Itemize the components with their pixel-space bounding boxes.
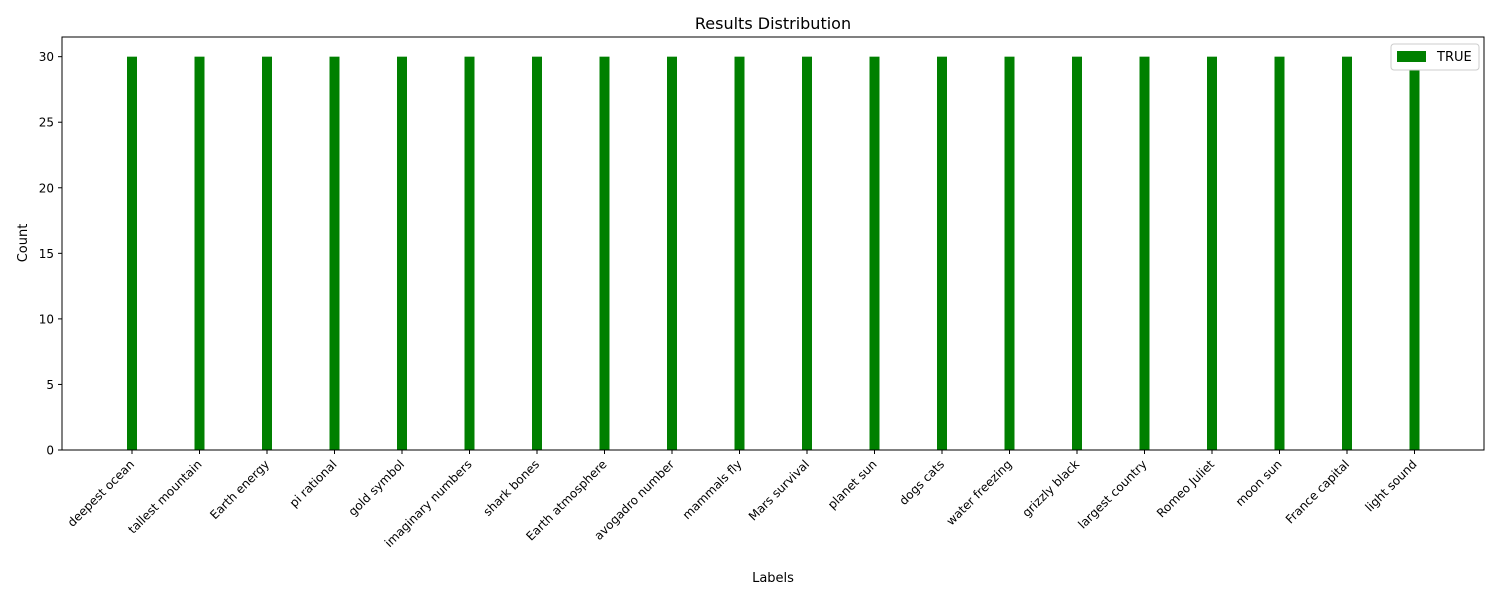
legend-swatch xyxy=(1397,51,1426,62)
bar xyxy=(599,56,610,451)
bar xyxy=(1207,56,1217,451)
plot-frame xyxy=(61,36,1485,451)
x-tick-label: shark bones xyxy=(481,457,543,519)
bar xyxy=(464,56,475,451)
bar xyxy=(1342,56,1352,451)
x-tick-label: light sound xyxy=(1362,457,1419,514)
x-axis-label: Labels xyxy=(752,571,794,586)
y-axis-label: Count xyxy=(16,224,31,263)
x-tick-label: pi rational xyxy=(287,457,340,510)
y-tick-label: 30 xyxy=(39,50,54,64)
bar xyxy=(1274,56,1285,451)
x-tick-label: planet sun xyxy=(825,457,880,512)
x-tick-label: dogs cats xyxy=(897,457,948,508)
bar xyxy=(1072,56,1082,451)
bar xyxy=(1004,56,1015,451)
bar xyxy=(734,56,745,451)
bar xyxy=(127,56,137,451)
x-tick-label: mammals fly xyxy=(680,457,745,522)
y-axis: 0 5 10 15 20 25 30 xyxy=(39,50,62,458)
x-tick-label: Mars survival xyxy=(746,457,812,523)
legend: TRUE xyxy=(1390,43,1480,71)
bar xyxy=(532,56,542,451)
bar xyxy=(937,56,947,451)
y-tick-label: 20 xyxy=(39,181,54,195)
bar xyxy=(194,56,205,451)
x-tick-label: largest country xyxy=(1075,457,1149,531)
x-tick-label: gold symbol xyxy=(346,457,408,519)
y-tick-label: 0 xyxy=(46,444,54,458)
x-tick-label: deepest ocean xyxy=(65,457,137,529)
x-tick-label: tallest mountain xyxy=(125,457,204,536)
bars-layer xyxy=(127,56,1420,451)
y-tick-label: 15 xyxy=(39,247,54,261)
bar xyxy=(802,56,812,451)
bar xyxy=(1139,56,1150,451)
x-tick-label: Romeo Juliet xyxy=(1154,457,1217,520)
bar xyxy=(667,56,677,451)
x-tick-label: France capital xyxy=(1283,457,1352,526)
x-tick-label: Earth energy xyxy=(207,457,272,522)
x-tick-label: grizzly black xyxy=(1019,457,1082,520)
y-tick-label: 5 xyxy=(46,378,54,392)
legend-frame xyxy=(1390,43,1480,71)
legend-label: TRUE xyxy=(1436,50,1472,65)
x-tick-label: water freezing xyxy=(944,457,1015,528)
chart-title: Results Distribution xyxy=(695,14,851,33)
bar xyxy=(1409,56,1420,451)
y-tick-label: 25 xyxy=(39,116,54,130)
bar xyxy=(397,56,407,451)
bar xyxy=(329,56,340,451)
x-tick-label: moon sun xyxy=(1233,457,1285,509)
bar xyxy=(869,56,880,451)
y-tick-label: 10 xyxy=(39,312,54,326)
bar xyxy=(262,56,272,451)
